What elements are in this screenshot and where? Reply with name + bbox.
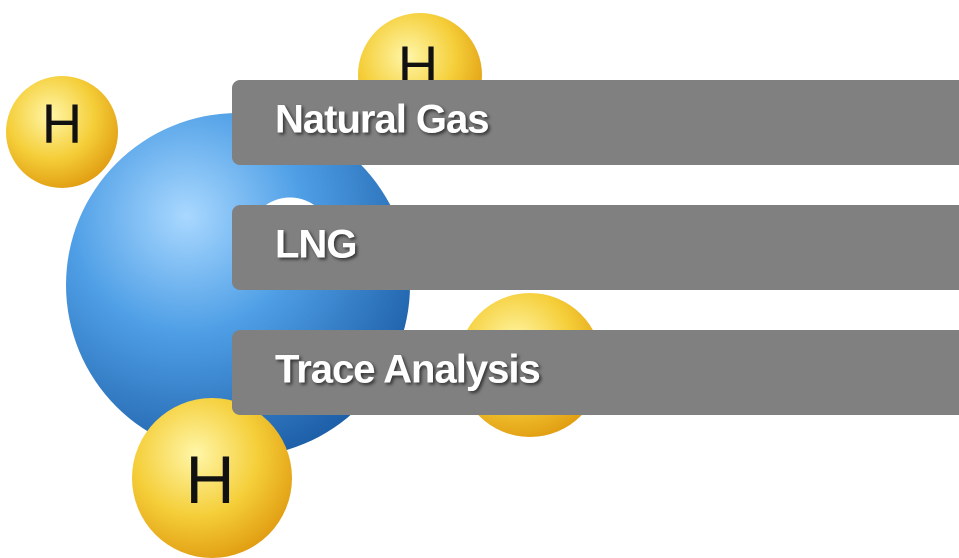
menu-button[interactable]: [232, 330, 959, 415]
atom-left: [6, 76, 118, 188]
atom-label: H: [185, 442, 234, 518]
menu: Natural Gas LNG Trace Analysis: [232, 80, 959, 415]
menu-item[interactable]: Natural Gas: [232, 80, 959, 165]
menu-item[interactable]: LNG: [232, 205, 959, 290]
menu-item[interactable]: Trace Analysis: [232, 330, 959, 415]
menu-button[interactable]: [232, 80, 959, 165]
atom-label: H: [42, 92, 82, 155]
menu-label[interactable]: Natural Gas: [275, 98, 490, 142]
menu-label[interactable]: LNG: [275, 223, 357, 267]
atom-bottom: [132, 398, 292, 558]
menu-button[interactable]: [232, 205, 959, 290]
menu-label[interactable]: Trace Analysis: [275, 348, 541, 392]
